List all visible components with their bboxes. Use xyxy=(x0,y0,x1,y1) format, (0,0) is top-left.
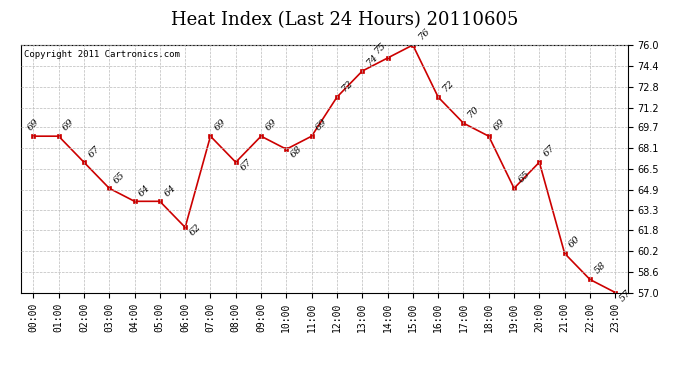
Text: 58: 58 xyxy=(593,260,608,276)
Text: 68: 68 xyxy=(289,144,304,160)
Text: 69: 69 xyxy=(264,117,279,132)
Text: 69: 69 xyxy=(314,117,329,132)
Text: 67: 67 xyxy=(542,143,557,158)
Text: 65: 65 xyxy=(517,169,532,184)
Text: 74: 74 xyxy=(365,52,380,67)
Text: 69: 69 xyxy=(61,117,77,132)
Text: 70: 70 xyxy=(466,104,481,119)
Text: 64: 64 xyxy=(137,183,152,199)
Text: Copyright 2011 Cartronics.com: Copyright 2011 Cartronics.com xyxy=(23,50,179,59)
Text: 65: 65 xyxy=(112,171,127,186)
Text: 57: 57 xyxy=(618,288,633,303)
Text: Heat Index (Last 24 Hours) 20110605: Heat Index (Last 24 Hours) 20110605 xyxy=(171,11,519,29)
Text: 67: 67 xyxy=(86,144,101,160)
Text: 75: 75 xyxy=(373,40,388,56)
Text: 72: 72 xyxy=(441,78,456,93)
Text: 72: 72 xyxy=(339,78,355,93)
Text: 69: 69 xyxy=(491,117,506,132)
Text: 76: 76 xyxy=(417,26,432,41)
Text: 64: 64 xyxy=(162,183,177,199)
Text: 69: 69 xyxy=(26,117,41,132)
Text: 69: 69 xyxy=(213,117,228,132)
Text: 67: 67 xyxy=(238,158,253,172)
Text: 60: 60 xyxy=(567,234,582,249)
Text: 62: 62 xyxy=(188,223,203,238)
